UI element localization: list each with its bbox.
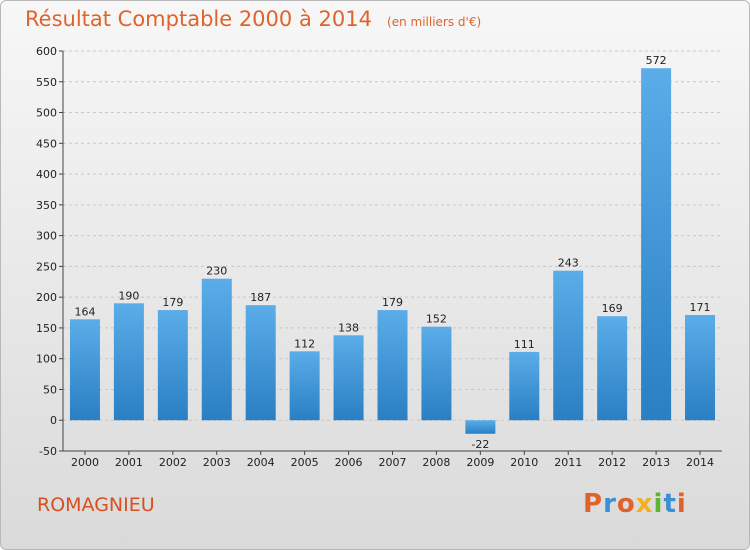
y-tick-label: 300: [36, 230, 57, 243]
bar-2006: [333, 335, 364, 421]
data-label: 164: [74, 305, 95, 318]
data-label: 111: [514, 338, 535, 351]
x-tick-label: 2001: [115, 456, 143, 469]
bar-2010: [509, 351, 540, 421]
bar-2008: [421, 326, 452, 421]
bar-2003: [201, 278, 232, 421]
x-tick-label: 2014: [686, 456, 714, 469]
logo-letter: t: [663, 489, 677, 519]
x-tick-label: 2013: [642, 456, 670, 469]
bar-2014: [685, 315, 716, 421]
logo-letter: P: [583, 489, 604, 519]
x-tick-label: 2004: [247, 456, 275, 469]
y-tick-label: 600: [36, 45, 57, 58]
x-tick-label: 2011: [554, 456, 582, 469]
x-tick-label: 2007: [379, 456, 407, 469]
data-label: 112: [294, 337, 315, 350]
axis-layer: -50 0 50 100 150 200 250 300 350 400 450 500 550 600 2…: [36, 45, 722, 469]
x-tick-label: 2003: [203, 456, 231, 469]
logo-letter: i: [653, 489, 664, 519]
y-tick-label: 150: [36, 322, 57, 335]
data-label: 230: [206, 265, 227, 278]
logo-letter: r: [603, 489, 617, 519]
logo-letter: i: [676, 489, 687, 519]
y-tick-label: 400: [36, 168, 57, 181]
data-label: 179: [162, 296, 183, 309]
x-tick-label: 2002: [159, 456, 187, 469]
y-tick-label: 0: [50, 414, 57, 427]
chart-subtitle: (en milliers d'€): [387, 15, 482, 29]
data-label: 152: [426, 313, 447, 326]
data-label: -22: [471, 438, 489, 451]
x-tick-label: 2008: [422, 456, 450, 469]
x-tick-label: 2005: [291, 456, 319, 469]
data-label: 243: [558, 257, 579, 270]
y-tick-label: 350: [36, 199, 57, 212]
bar-layer: [69, 68, 716, 434]
y-tick-label: 200: [36, 291, 57, 304]
y-tick-label: 450: [36, 137, 57, 150]
bar-2005: [289, 351, 320, 421]
bar-2001: [113, 303, 144, 421]
data-label: 190: [118, 289, 139, 302]
y-tick-label: 50: [43, 383, 57, 396]
data-label: 169: [602, 302, 623, 315]
bar-2011: [553, 270, 584, 421]
chart-title: Résultat Comptable 2000 à 2014: [25, 7, 372, 31]
x-tick-label: 2012: [598, 456, 626, 469]
bar-2012: [597, 316, 628, 421]
x-tick-label: 2006: [335, 456, 363, 469]
y-tick-label: -50: [39, 445, 57, 458]
bar-2004: [245, 305, 276, 421]
x-tick-label: 2009: [466, 456, 494, 469]
x-tick-label: 2010: [510, 456, 538, 469]
bar-2009: [465, 420, 496, 434]
bar-2007: [377, 310, 408, 421]
title-line: Résultat Comptable 2000 à 2014 (en milli…: [25, 7, 481, 31]
commune-name: ROMAGNIEU: [37, 494, 155, 516]
data-label: 572: [646, 54, 667, 67]
bar-2013: [641, 68, 672, 421]
data-label: 187: [250, 291, 271, 304]
data-label: 179: [382, 296, 403, 309]
data-label: 171: [690, 301, 711, 314]
logo-letter: x: [635, 489, 654, 519]
bar-2002: [157, 310, 188, 421]
logo-letter: o: [616, 489, 636, 519]
y-tick-label: 500: [36, 107, 57, 120]
y-tick-label: 250: [36, 260, 57, 273]
x-tick-label: 2000: [71, 456, 99, 469]
bar-2000: [69, 319, 100, 421]
proxiti-logo: Proxiti: [583, 489, 687, 519]
y-tick-label: 100: [36, 353, 57, 366]
label-layer: 164 190 179 230 187 112 138 179 152 -22 111 243 169 5…: [74, 54, 710, 451]
data-label: 138: [338, 321, 359, 334]
y-tick-label: 550: [36, 76, 57, 89]
